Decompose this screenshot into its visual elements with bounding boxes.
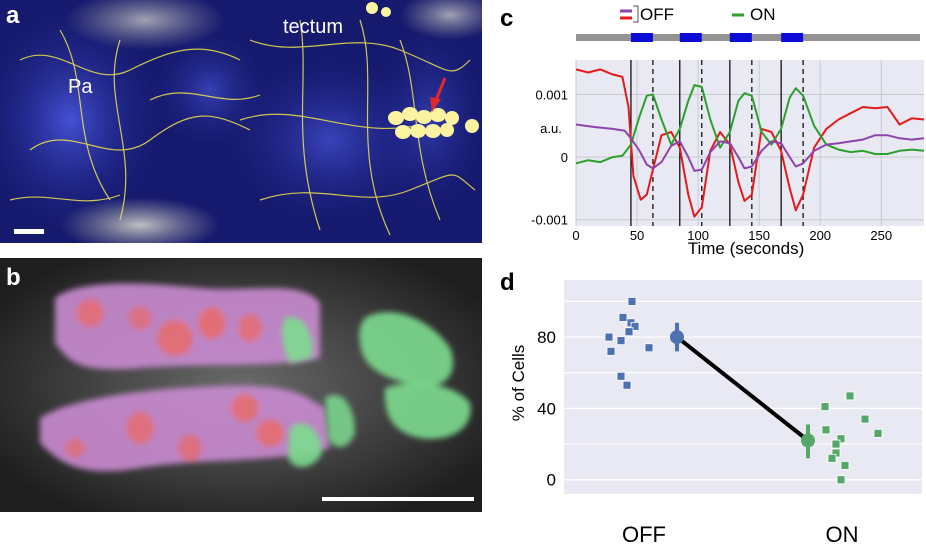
- series-line-0: [575, 68, 925, 218]
- panel-d-letter: d: [500, 269, 515, 296]
- panel-a-letter: a: [6, 2, 20, 29]
- panel-c-letter: c: [500, 5, 513, 32]
- on-cell-point: [831, 439, 841, 449]
- x-tick-label: 200: [809, 228, 831, 243]
- off-mean-point: [670, 330, 684, 345]
- panel-b-micrograph: b: [0, 258, 482, 512]
- y-tick-label: 0: [561, 150, 568, 165]
- x-category-label-on: ON: [826, 522, 859, 544]
- off-cell-point: [622, 380, 632, 390]
- y-tick-label: 0.001: [535, 87, 568, 102]
- panel-a-image: [0, 0, 482, 243]
- y-tick-label: 0: [547, 471, 556, 490]
- on-cell-point: [873, 428, 883, 438]
- panel-a-scalebar: [14, 229, 44, 234]
- labeled-cell-cluster: [366, 2, 479, 139]
- y-axis-label: % of Cells: [509, 345, 528, 422]
- off-cell-point: [604, 332, 614, 342]
- on-cell-point: [860, 414, 870, 424]
- x-tick-label: 250: [870, 228, 892, 243]
- off-cell-point: [616, 371, 626, 381]
- axes: 0 50 100 150 200 250 0.001 0 -0.001 a.u. Time (sec…: [531, 87, 892, 258]
- neuron-projections: [9, 19, 476, 236]
- panel-b-scalebar: [322, 497, 474, 501]
- stimulus-on-block-0: [630, 33, 653, 42]
- x-tick-label: 50: [630, 228, 644, 243]
- x-tick-label: 100: [687, 228, 709, 243]
- series-line-1: [575, 84, 925, 165]
- on-cell-point: [845, 391, 855, 401]
- on-cell-point: [821, 425, 831, 435]
- stimulus-on-block-3: [781, 33, 804, 42]
- tectum-label: tectum: [283, 16, 344, 38]
- legend-off-label: OFF: [640, 5, 674, 24]
- legend-on-label: ON: [750, 5, 776, 24]
- x-tick-label: 150: [748, 228, 770, 243]
- red-arrow: [430, 77, 447, 112]
- mean-connector-line: [675, 335, 810, 443]
- off-cell-point: [606, 346, 616, 356]
- off-cells-lower: [40, 385, 330, 472]
- on-cell-point: [820, 402, 830, 412]
- tissue-top: [65, 0, 225, 50]
- stimulus-on-block-2: [729, 33, 752, 42]
- on-cell-point: [840, 461, 850, 470]
- on-cells: [282, 312, 471, 468]
- y-tick-label: -0.001: [531, 213, 568, 228]
- off-cell-point: [630, 321, 640, 331]
- on-cell-point: [827, 453, 837, 463]
- panel-b-image: [0, 258, 482, 512]
- panel-b-letter: b: [6, 264, 21, 291]
- pa-label: Pa: [68, 76, 93, 98]
- off-cell-point: [624, 327, 634, 337]
- on-cell-point: [836, 434, 846, 444]
- plot-area: [564, 280, 922, 494]
- panel-c-line-chart: c OFF ON 0 50 100 150 200 250 0.001 0 -0.001 a.u. T…: [500, 5, 925, 258]
- plot-area: [575, 60, 925, 226]
- stimulus-bar: [576, 33, 920, 42]
- plot-background: [576, 60, 924, 226]
- tissue-corner: [400, 0, 482, 40]
- legend: OFF ON: [620, 5, 776, 24]
- off-cell-point: [618, 313, 628, 322]
- off-cell-point: [616, 336, 626, 346]
- x-tick-label: 0: [572, 228, 579, 243]
- on-mean-point: [801, 433, 815, 448]
- off-cells-upper: [55, 283, 320, 370]
- on-cell-point: [836, 475, 846, 485]
- off-cell-point: [627, 297, 637, 306]
- x-axis-label: Time (seconds): [688, 239, 805, 258]
- legend-bracket: [633, 5, 639, 23]
- y-tick-label: 40: [537, 399, 556, 418]
- panel-a-micrograph: a tectum Pa: [0, 0, 482, 243]
- tissue-bottom: [60, 197, 220, 243]
- axes: 0 40 80 % of Cells OFF ON: [509, 328, 859, 544]
- y-axis-label: a.u.: [540, 121, 562, 136]
- x-category-label-off: OFF: [622, 522, 666, 544]
- stimulus-on-block-1: [679, 33, 702, 42]
- y-tick-label: 80: [537, 328, 556, 347]
- off-cell-point: [644, 343, 654, 353]
- panel-d-scatter-chart: d 0 40 80 % of Cells OFF ON: [500, 269, 922, 544]
- series-line-2: [575, 123, 925, 172]
